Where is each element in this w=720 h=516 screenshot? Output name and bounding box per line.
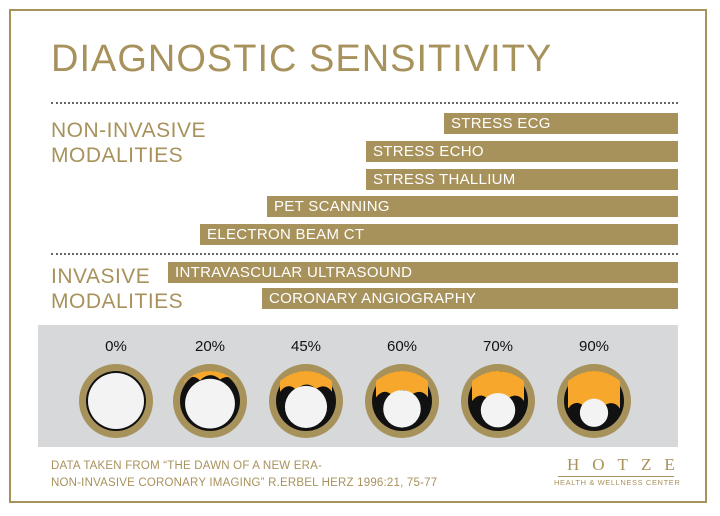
logo-rule — [558, 476, 674, 477]
chart-title: DIAGNOSTIC SENSITIVITY — [51, 38, 553, 80]
open-lumen — [383, 390, 421, 428]
noninvasive-label-line-1: NON-INVASIVE — [51, 119, 206, 142]
stenosis-percent-label: 45% — [290, 338, 322, 355]
open-lumen — [579, 398, 609, 427]
bar-electron-beam-ct: ELECTRON BEAM CT — [200, 224, 678, 245]
logo-tagline: HEALTH & WELLNESS CENTER — [554, 478, 681, 487]
noninvasive-section-label: NON-INVASIVE MODALITIES — [51, 118, 206, 168]
bar-pet-scanning: PET SCANNING — [267, 196, 678, 217]
hotze-logo: HOTZE HEALTH & WELLNESS CENTER — [554, 455, 688, 487]
artery-cross-section-icon — [557, 364, 631, 438]
stenosis-percent-label: 0% — [105, 338, 127, 355]
bar-coronary-angiography: CORONARY ANGIOGRAPHY — [262, 288, 678, 309]
stenosis-stage: 20% — [170, 325, 250, 447]
plaque-deposit — [184, 371, 236, 383]
bar-stress-ecg: STRESS ECG — [444, 113, 678, 134]
stenosis-stage: 0% — [76, 325, 156, 447]
bar-stress-thallium: STRESS THALLIUM — [366, 169, 678, 190]
stenosis-percent-label: 90% — [578, 338, 610, 355]
bar-intravascular-ultrasound: INTRAVASCULAR ULTRASOUND — [168, 262, 678, 283]
plaque-deposit — [376, 371, 428, 398]
artery-cross-section-icon — [269, 364, 343, 438]
stenosis-percent-label: 70% — [482, 338, 514, 355]
stenosis-stage: 45% — [266, 325, 346, 447]
invasive-section-label: INVASIVE MODALITIES — [51, 264, 191, 314]
dotted-divider-top — [51, 102, 678, 104]
artery-cross-section-icon — [173, 364, 247, 438]
invasive-label-line-2: MODALITIES — [51, 290, 184, 313]
bar-stress-echo: STRESS ECHO — [366, 141, 678, 162]
plaque-deposit — [280, 371, 332, 392]
logo-name: HOTZE — [567, 455, 688, 474]
stenosis-stage: 70% — [458, 325, 538, 447]
artery-cross-section-icon — [461, 364, 535, 438]
open-lumen — [284, 385, 328, 428]
stenosis-percent-label: 20% — [194, 338, 226, 355]
stenosis-stage: 60% — [362, 325, 442, 447]
stenosis-panel: 0% 20% 45% 60% 70% 90% — [38, 325, 678, 447]
stenosis-percent-label: 60% — [386, 338, 418, 355]
invasive-label-line-1: INVASIVE — [51, 265, 151, 288]
noninvasive-label-line-2: MODALITIES — [51, 144, 184, 167]
open-lumen — [88, 373, 144, 429]
stenosis-stage: 90% — [554, 325, 634, 447]
plaque-deposit — [568, 371, 620, 409]
source-line-2: NON-INVASIVE CORONARY IMAGING” R.ERBEL H… — [51, 477, 438, 489]
card-frame — [9, 9, 707, 503]
plaque-deposit — [472, 371, 524, 402]
open-lumen — [480, 392, 516, 428]
source-line-1: DATA TAKEN FROM “THE DAWN OF A NEW ERA- — [51, 460, 323, 472]
dotted-divider-middle — [51, 253, 678, 255]
open-lumen — [185, 378, 235, 429]
artery-cross-section-icon — [79, 364, 153, 438]
source-citation: DATA TAKEN FROM “THE DAWN OF A NEW ERA- … — [51, 458, 437, 492]
artery-cross-section-icon — [365, 364, 439, 438]
